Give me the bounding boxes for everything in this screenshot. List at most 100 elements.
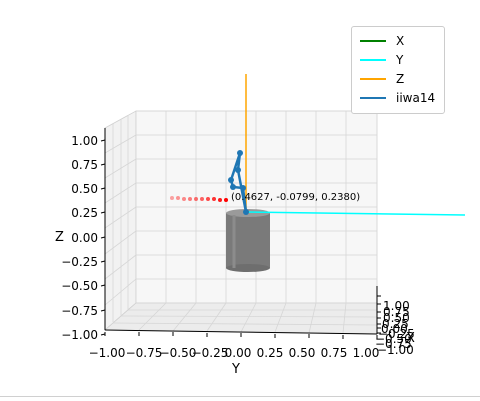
y-axis-line — [104, 329, 378, 335]
legend-swatch-iiwa14 — [360, 97, 386, 99]
y-tick-label: 0.50 — [289, 346, 316, 360]
grid-line — [104, 158, 137, 179]
x-tick-label: 1.00 — [383, 299, 410, 313]
target-marker — [212, 197, 216, 201]
y-axis-title: Y — [231, 362, 240, 377]
grid-line — [104, 206, 137, 229]
iiwa14-joint — [237, 150, 243, 156]
y-tick-label: −0.75 — [126, 346, 163, 360]
legend-swatch-y — [360, 59, 386, 61]
z-tick-label: 1.00 — [71, 134, 98, 148]
x-tick-marks — [377, 295, 381, 334]
target-marker — [170, 196, 174, 200]
y-tick-label: 0.25 — [257, 346, 284, 360]
legend-swatch-z — [360, 78, 386, 80]
grid-line — [206, 302, 227, 332]
grid-line — [104, 182, 137, 204]
z-tick-label: −1.00 — [61, 328, 98, 342]
y-tick-marks — [104, 332, 378, 339]
z-tick-label: 0.75 — [71, 158, 98, 172]
z-tick-label: 0.50 — [71, 182, 98, 196]
x-tick-label: 0.25 — [382, 317, 409, 331]
y-tick-label: −1.00 — [89, 346, 126, 360]
target-marker — [200, 197, 204, 201]
iiwa14-joint — [240, 185, 246, 191]
grid-line — [308, 302, 317, 334]
cylinder-bottom — [226, 264, 270, 272]
y-tick-label: 1.00 — [353, 346, 380, 360]
axis-lines — [104, 128, 378, 335]
iiwa14-joint — [228, 177, 234, 183]
x-tick-label: 0.50 — [383, 311, 410, 325]
grid-line — [120, 315, 378, 318]
z-tick — [100, 187, 106, 190]
x-tick-label: 0.00 — [381, 322, 408, 336]
z-tick-labels: 1.00 0.75 0.50 0.25 0.00 −0.25 −0.50 −0.… — [61, 134, 98, 342]
z-tick-label: −0.50 — [61, 279, 98, 293]
z-tick — [100, 260, 106, 263]
x-axis-title: X — [406, 331, 415, 346]
iiwa14-joint — [230, 184, 236, 190]
y-tick-label: 0.75 — [321, 346, 348, 360]
legend-label-iiwa14: iiwa14 — [396, 91, 436, 105]
target-marker — [206, 197, 210, 201]
target-marker — [182, 197, 186, 201]
grid-line — [104, 134, 137, 154]
grid-line — [240, 302, 257, 333]
legend-swatch-x — [360, 40, 386, 42]
iiwa14-joint — [243, 209, 249, 215]
target-marker — [194, 197, 198, 201]
legend: X Y Z iiwa14 — [351, 26, 445, 114]
target-marker — [176, 196, 180, 200]
legend-entry-iiwa14: iiwa14 — [360, 90, 440, 106]
z-tick-marks — [100, 139, 106, 336]
grid-line — [342, 302, 347, 334]
z-tick-label: 0.00 — [71, 231, 98, 245]
z-tick — [100, 333, 106, 336]
z-tick — [100, 139, 106, 142]
legend-entry-y: Y — [360, 52, 440, 68]
y-axis-series — [245, 211, 466, 216]
legend-entry-z: Z — [360, 71, 440, 87]
z-tick — [100, 211, 106, 214]
z-tick-label: −0.25 — [61, 255, 98, 269]
cylinder-base — [226, 209, 270, 272]
legend-label-x: X — [396, 34, 405, 48]
target-marker — [218, 198, 222, 202]
grid-line — [172, 302, 197, 332]
target-marker — [224, 198, 228, 202]
end-effector-annotation: (0.4627, -0.0799, 0.2380) — [231, 192, 360, 203]
x-tick-label: −0.50 — [375, 332, 412, 346]
grid-line — [104, 254, 137, 280]
z-axis-title: Z — [55, 230, 64, 245]
z-tick — [100, 284, 106, 287]
z-tick — [100, 309, 106, 312]
y-tick-labels: −1.00 −0.75 −0.50 −0.25 0.00 0.25 0.50 0… — [89, 346, 380, 360]
bottom-divider — [0, 396, 480, 397]
z-tick-label: 0.25 — [71, 206, 98, 220]
iiwa14-joint — [235, 167, 241, 173]
y-tick-label: −0.25 — [192, 346, 229, 360]
y-tick-label: 0.00 — [225, 346, 252, 360]
target-markers — [170, 196, 228, 202]
grid-line — [274, 302, 287, 333]
x-tick-label: −1.00 — [377, 343, 414, 357]
floor-pane — [103, 302, 378, 335]
x-tick-label: 0.75 — [383, 305, 410, 319]
legend-label-y: Y — [396, 53, 404, 67]
x-tick-label: −0.75 — [375, 337, 412, 351]
y-tick-label: −0.50 — [160, 346, 197, 360]
z-tick — [100, 163, 106, 166]
x-tick-labels: 1.00 0.75 0.50 0.25 0.00 −0.25 −0.50 −0.… — [375, 299, 415, 357]
iiwa14-joints — [228, 150, 249, 215]
grid-line — [112, 322, 378, 326]
z-tick-label: −0.75 — [61, 304, 98, 318]
legend-entry-x: X — [360, 33, 440, 49]
grid-line — [104, 278, 137, 306]
target-marker — [188, 197, 192, 201]
z-tick — [100, 236, 106, 239]
legend-label-z: Z — [396, 72, 405, 86]
x-tick-label: −0.25 — [378, 327, 415, 341]
grid-line — [104, 230, 137, 255]
